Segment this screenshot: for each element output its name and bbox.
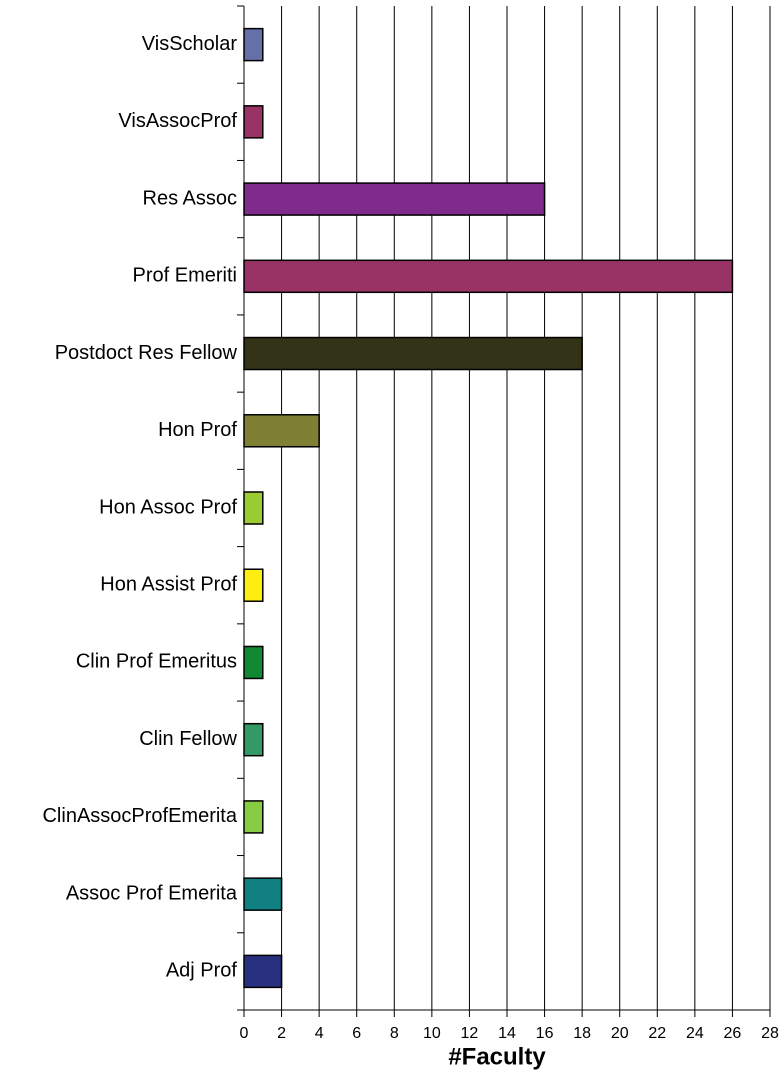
- y-tick-label: Postdoct Res Fellow: [55, 342, 238, 364]
- x-tick-label: 22: [648, 1025, 666, 1042]
- y-tick-label: Hon Assist Prof: [100, 574, 237, 596]
- y-tick-label: Clin Prof Emeritus: [76, 651, 237, 673]
- x-tick-label: 14: [498, 1025, 516, 1042]
- x-tick-label: 28: [761, 1025, 779, 1042]
- x-tick-label: 24: [686, 1025, 704, 1042]
- bar: [243, 645, 264, 680]
- y-tick-label: Hon Prof: [158, 419, 237, 441]
- x-tick-label: 20: [611, 1025, 629, 1042]
- x-tick-label: 12: [461, 1025, 479, 1042]
- bar: [243, 722, 264, 757]
- bar: [243, 877, 283, 911]
- y-tick-label: VisAssocProf: [118, 110, 237, 132]
- x-tick-label: 0: [240, 1025, 249, 1042]
- bar: [243, 182, 546, 216]
- x-tick-label: 8: [390, 1025, 399, 1042]
- x-tick-label: 26: [724, 1025, 742, 1042]
- bar: [243, 259, 734, 294]
- y-tick-label: Adj Prof: [166, 960, 238, 982]
- bar: [243, 336, 583, 371]
- x-tick-label: 10: [423, 1025, 441, 1042]
- x-tick-label: 18: [573, 1025, 591, 1042]
- y-tick-label: Hon Assoc Prof: [99, 496, 237, 518]
- bar: [243, 568, 264, 602]
- bar: [243, 105, 264, 139]
- y-tick-label: ClinAssocProfEmerita: [42, 805, 237, 827]
- x-tick-label: 16: [536, 1025, 554, 1042]
- bar: [243, 414, 320, 448]
- bar: [243, 27, 264, 62]
- y-tick-label: Clin Fellow: [139, 728, 237, 750]
- bar: [243, 954, 283, 989]
- y-tick-label: Prof Emeriti: [133, 265, 237, 287]
- bar: [243, 491, 264, 525]
- bar: [243, 800, 264, 834]
- x-tick-label: 2: [277, 1025, 286, 1042]
- y-tick-label: Assoc Prof Emerita: [66, 882, 238, 904]
- y-tick-label: Res Assoc: [143, 187, 237, 209]
- x-tick-label: 6: [352, 1025, 361, 1042]
- y-tick-label: VisScholar: [142, 33, 238, 55]
- x-tick-label: 4: [315, 1025, 324, 1042]
- x-axis-title: #Faculty: [448, 1043, 546, 1070]
